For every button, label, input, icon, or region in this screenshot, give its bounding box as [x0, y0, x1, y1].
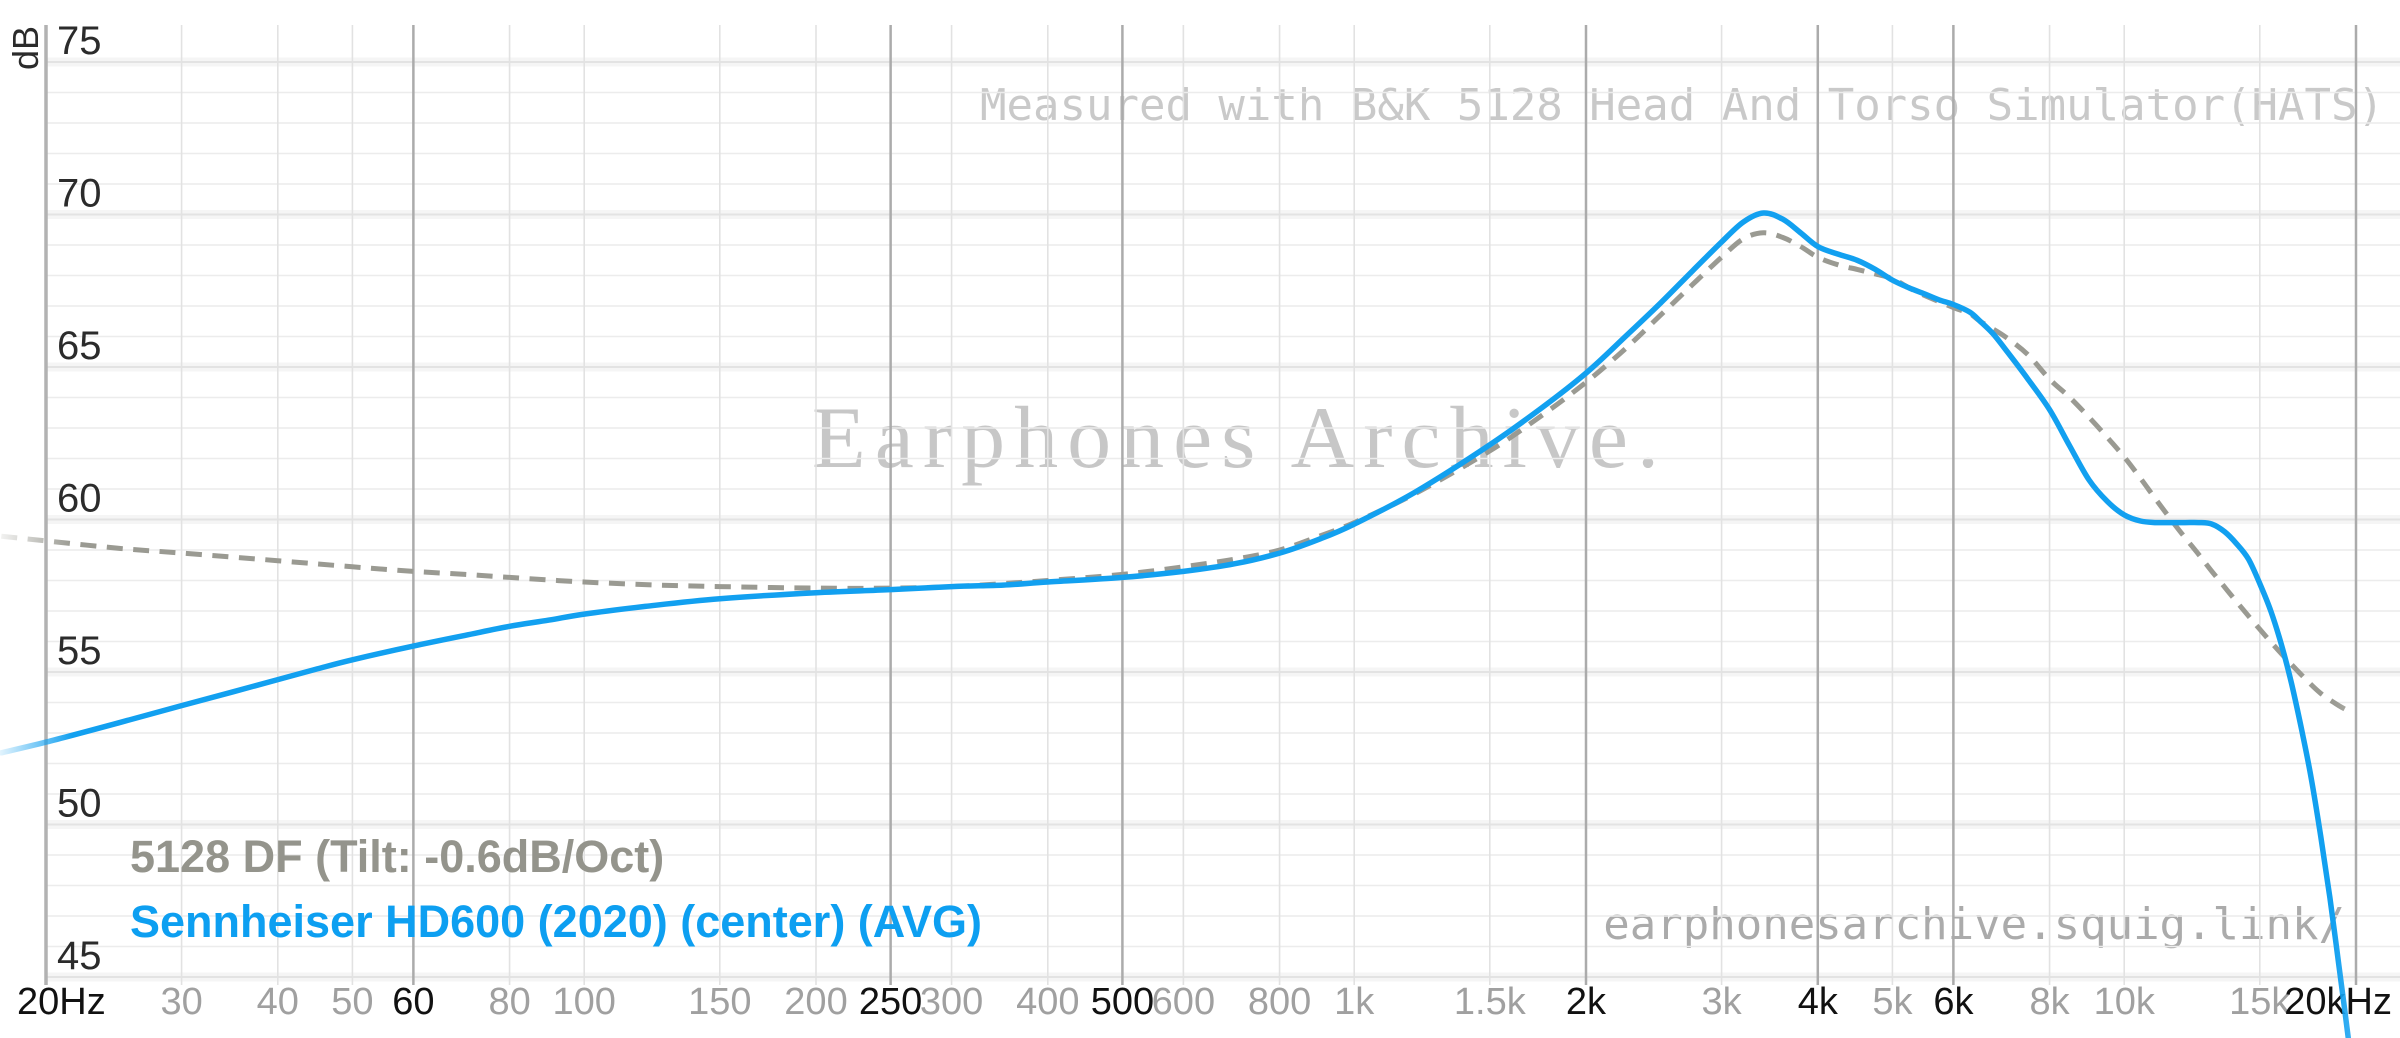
y-axis-unit-label: dB [5, 26, 46, 70]
horizontal-gridlines [46, 57, 2400, 982]
x-tick-label-1.5k: 1.5k [1454, 981, 1527, 1023]
x-tick-label-800: 800 [1248, 981, 1311, 1023]
y-tick-label-45: 45 [57, 934, 102, 978]
x-tick-label-3k: 3k [1702, 981, 1743, 1023]
legend-item-target-curve[interactable]: 5128 DF (Tilt: -0.6dB/Oct) [130, 831, 665, 882]
x-tick-label-4k: 4k [1798, 981, 1839, 1023]
x-tick-label-150: 150 [688, 981, 751, 1023]
y-tick-label-60: 60 [57, 477, 102, 521]
x-tick-label-10k: 10k [2094, 981, 2156, 1023]
target-curve [1, 230, 2354, 716]
x-tick-label-600: 600 [1152, 981, 1215, 1023]
x-tick-label-30: 30 [160, 981, 202, 1023]
y-tick-label-70: 70 [57, 172, 102, 216]
x-tick-label-300: 300 [920, 981, 983, 1023]
x-tick-label-6k: 6k [1933, 981, 1974, 1023]
x-tick-label-200: 200 [784, 981, 847, 1023]
curves [0, 210, 2354, 1038]
y-axis-labels: 75 70 65 60 55 50 45 dB [5, 19, 102, 978]
x-tick-label-400: 400 [1016, 981, 1079, 1023]
x-tick-label-250: 250 [859, 981, 922, 1023]
y-tick-label-75: 75 [57, 19, 102, 63]
x-tick-label-80: 80 [488, 981, 530, 1023]
site-url-watermark: earphonesarchive.squig.link/ [1603, 899, 2345, 950]
y-tick-label-55: 55 [57, 629, 102, 673]
x-tick-label-2k: 2k [1566, 981, 1607, 1023]
y-tick-label-50: 50 [57, 782, 102, 826]
y-tick-label-65: 65 [57, 324, 102, 368]
x-tick-label-500: 500 [1091, 981, 1154, 1023]
x-tick-label-60: 60 [392, 981, 434, 1023]
x-tick-label-15k: 15k [2229, 981, 2291, 1023]
x-tick-label-20Hz: 20Hz [17, 981, 106, 1023]
x-tick-label-20kHz: 20kHz [2284, 981, 2392, 1023]
x-tick-label-8k: 8k [2030, 981, 2071, 1023]
x-tick-label-100: 100 [553, 981, 616, 1023]
x-tick-label-40: 40 [257, 981, 299, 1023]
site-watermark: Earphones Archive. [812, 390, 1668, 487]
vertical-gridlines [44, 25, 2358, 985]
legend-item-hd600-curve[interactable]: Sennheiser HD600 (2020) (center) (AVG) [130, 896, 982, 947]
hd600-curve [0, 210, 2352, 1038]
x-tick-label-50: 50 [331, 981, 373, 1023]
x-tick-label-5k: 5k [1872, 981, 1913, 1023]
x-tick-label-1k: 1k [1334, 981, 1375, 1023]
